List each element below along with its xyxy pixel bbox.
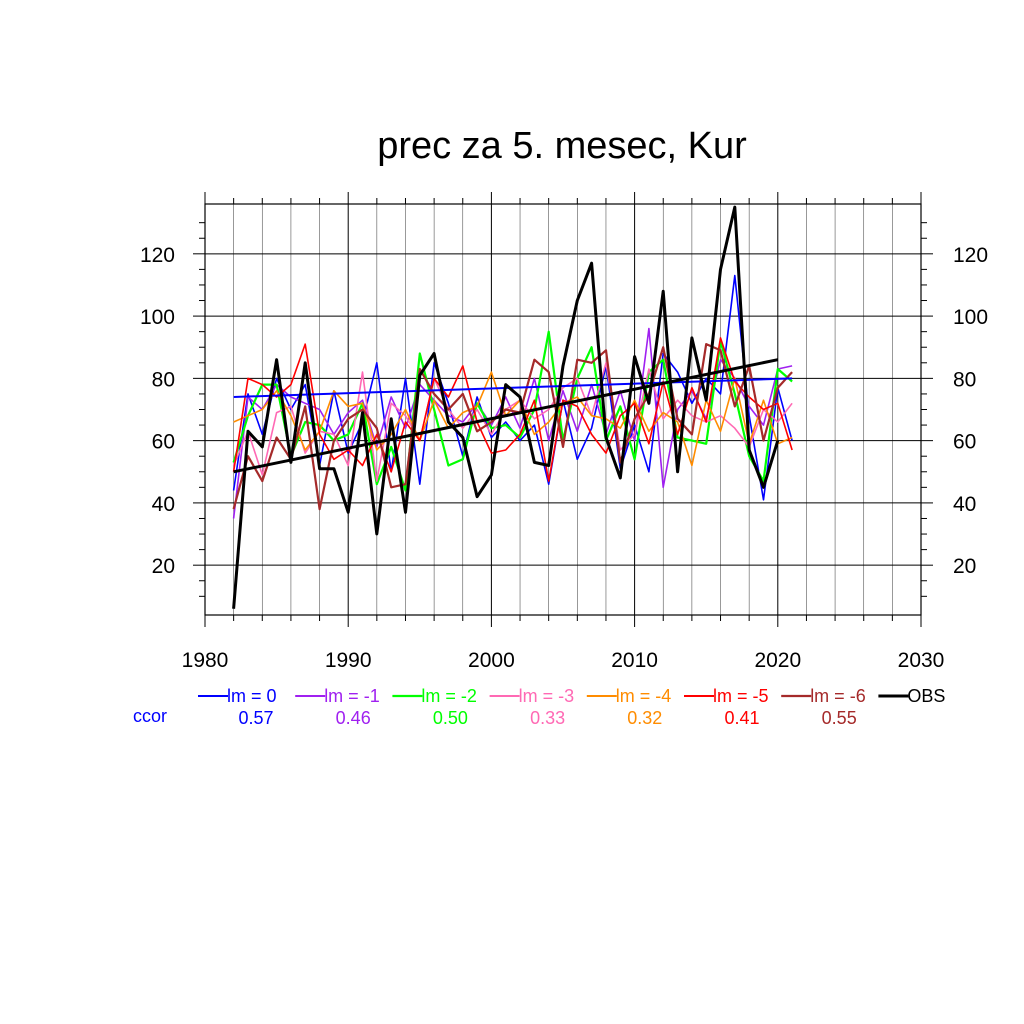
series-line-lm-5 (232, 337, 793, 482)
legend-label: lm = -5 (713, 686, 769, 706)
y-tick-label: 120 (140, 244, 175, 267)
trend-line-1 (233, 358, 779, 474)
y-tick-label-right: 120 (953, 244, 988, 267)
legend-label: lm = -4 (616, 686, 672, 706)
y-tick-label: 100 (140, 306, 175, 329)
ccor-value: 0.32 (627, 708, 662, 728)
y-tick-label: 40 (152, 493, 175, 516)
y-tick-label-right: 100 (953, 306, 988, 329)
x-tick-label: 2020 (754, 649, 801, 672)
series-line-lm-3 (232, 362, 793, 482)
y-tick-label: 60 (152, 431, 175, 454)
x-tick-label: 2000 (468, 649, 515, 672)
ccor-value: 0.57 (238, 708, 273, 728)
x-tick-label: 2030 (898, 649, 945, 672)
y-tick-label-right: 20 (953, 555, 976, 578)
ccor-value: 0.41 (724, 708, 759, 728)
ccor-value: 0.50 (433, 708, 468, 728)
legend-label: OBS (907, 686, 945, 706)
ccor-value: 0.55 (822, 708, 857, 728)
ccor-value: 0.33 (530, 708, 565, 728)
y-tick-label: 20 (152, 555, 175, 578)
x-tick-label: 1980 (182, 649, 229, 672)
chart-title: prec za 5. mesec, Kur (377, 125, 747, 167)
y-tick-label-right: 40 (953, 493, 976, 516)
y-tick-label-right: 80 (953, 368, 976, 391)
legend-label: lm = 0 (227, 686, 277, 706)
ccor-label: ccor (133, 706, 167, 726)
legend-label: lm = -1 (324, 686, 380, 706)
x-tick-label: 2010 (611, 649, 658, 672)
y-tick-label: 80 (152, 368, 175, 391)
series-line-lm-6 (232, 343, 793, 511)
trend-line-0 (233, 377, 793, 398)
legend-label: lm = -2 (421, 686, 477, 706)
series-line-lm-4 (233, 371, 793, 467)
legend-label: lm = -6 (810, 686, 866, 706)
legend-label: lm = -3 (519, 686, 575, 706)
ccor-value: 0.46 (336, 708, 371, 728)
x-tick-label: 1990 (325, 649, 372, 672)
series-line-obs (232, 205, 780, 609)
y-tick-label-right: 60 (953, 431, 976, 454)
